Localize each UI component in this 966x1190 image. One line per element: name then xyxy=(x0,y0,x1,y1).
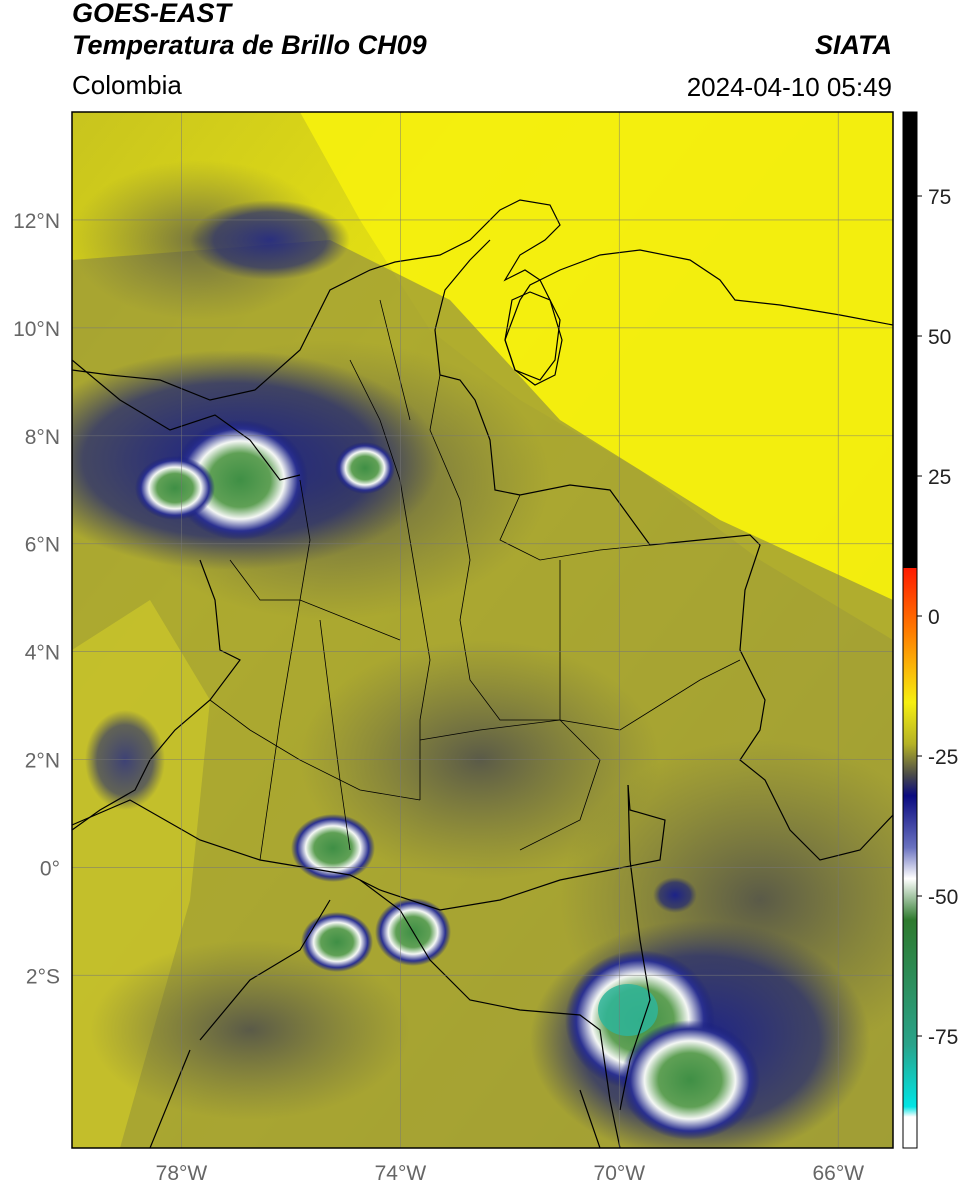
longitude-tick-labels: 78°W 74°W 70°W 66°W xyxy=(156,1162,865,1185)
agency-label: SIATA xyxy=(815,30,892,60)
colorbar-tick-label: 75 xyxy=(928,186,951,209)
title-satellite: GOES-EAST xyxy=(72,0,232,28)
lat-tick-label: 0° xyxy=(40,857,60,880)
lat-tick-label: 10°N xyxy=(13,318,60,341)
title-product: Temperatura de Brillo CH09 xyxy=(72,30,427,60)
lat-tick-label: 8°N xyxy=(25,426,60,449)
lon-tick-label: 66°W xyxy=(812,1162,864,1185)
colorbar-tick-label: -25 xyxy=(928,746,958,769)
colorbar-tick-label: 50 xyxy=(928,326,951,349)
lat-tick-label: 2°N xyxy=(25,750,60,773)
colorbar-tick-label: -75 xyxy=(928,1026,958,1049)
lat-tick-label: 6°N xyxy=(25,534,60,557)
region-label: Colombia xyxy=(72,70,182,100)
colorbar-tick-label: 0 xyxy=(928,606,940,629)
country-borders xyxy=(72,199,893,1148)
colorbar xyxy=(903,112,917,1148)
colorbar-ticks: 75 50 25 0 -25 -50 -75 xyxy=(917,186,958,1049)
lon-tick-label: 74°W xyxy=(375,1162,427,1185)
timestamp-label: 2024-04-10 05:49 xyxy=(686,72,892,102)
brightness-temperature-field xyxy=(72,112,893,1148)
colorbar-frame xyxy=(902,111,918,1149)
lon-tick-label: 78°W xyxy=(156,1162,208,1185)
gridlines xyxy=(72,112,893,1148)
lat-tick-label: 2°S xyxy=(26,965,60,988)
colorbar-tick-label: 25 xyxy=(928,466,951,489)
lon-tick-label: 70°W xyxy=(594,1162,646,1185)
lat-tick-label: 12°N xyxy=(13,210,60,233)
map-frame xyxy=(71,111,894,1149)
latitude-tick-labels: 12°N 10°N 8°N 6°N 4°N 2°N 0° 2°S xyxy=(13,210,60,988)
lat-tick-label: 4°N xyxy=(25,642,60,665)
colorbar-tick-label: -50 xyxy=(928,886,958,909)
